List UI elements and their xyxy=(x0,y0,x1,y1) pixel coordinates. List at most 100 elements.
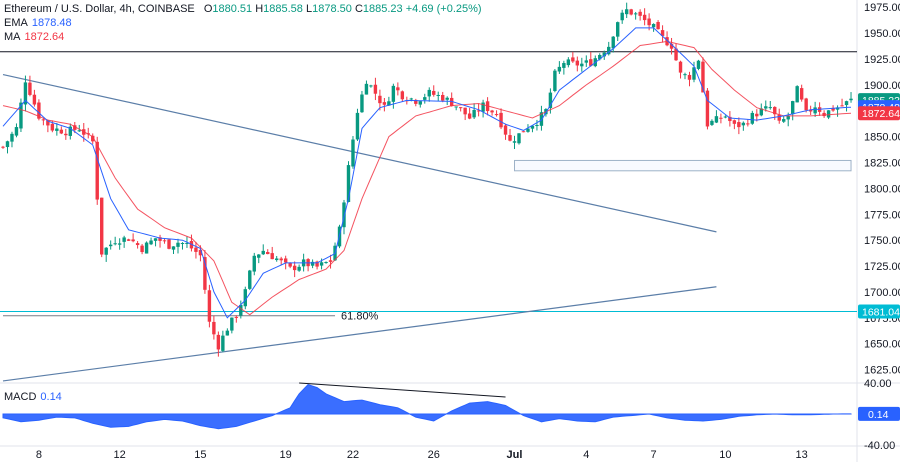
candle-body xyxy=(100,197,104,255)
candle xyxy=(230,317,234,334)
candle xyxy=(243,286,247,310)
candle xyxy=(382,97,387,112)
candle-body xyxy=(808,109,813,112)
candle xyxy=(104,247,108,262)
candle-body xyxy=(656,21,660,30)
candle-body xyxy=(526,128,530,132)
candle xyxy=(364,80,369,95)
time-axis-tick: 10 xyxy=(719,449,731,461)
candle xyxy=(728,111,732,127)
candle-body xyxy=(176,242,180,247)
candle-body xyxy=(741,122,746,126)
candle xyxy=(436,91,440,102)
candle xyxy=(481,99,485,118)
candle-body xyxy=(216,334,221,350)
ema-legend-label: EMA xyxy=(4,17,28,29)
candle-body xyxy=(283,258,288,263)
candle-body xyxy=(840,105,844,107)
candle xyxy=(539,105,544,131)
candle xyxy=(418,100,422,108)
candle xyxy=(719,113,723,124)
candle-body xyxy=(678,61,683,73)
candle xyxy=(23,75,28,112)
candle xyxy=(503,123,508,140)
candle-body xyxy=(458,107,463,109)
candle xyxy=(95,136,99,205)
candle xyxy=(607,41,611,56)
candle-body xyxy=(512,141,517,143)
candle-body xyxy=(467,113,472,119)
candle-body xyxy=(844,101,849,106)
candle-body xyxy=(167,239,171,249)
candle xyxy=(822,110,826,118)
candle xyxy=(557,61,562,74)
candle-body xyxy=(68,126,73,136)
candle-body xyxy=(683,74,687,76)
chart-legend-symbol: Ethereum / U.S. Dollar, 4h, COINBASE O18… xyxy=(4,3,482,15)
candle xyxy=(378,89,382,111)
candle xyxy=(176,238,180,254)
candle xyxy=(656,20,660,30)
candle-body xyxy=(557,66,562,72)
candle xyxy=(782,115,786,123)
candle-body xyxy=(575,60,580,66)
time-axis-tick: 15 xyxy=(194,449,206,461)
candle xyxy=(225,328,230,336)
price-axis-tick: 1725.00 xyxy=(864,261,900,273)
candle-body xyxy=(198,249,203,256)
candle xyxy=(396,82,400,96)
candle xyxy=(126,238,131,241)
candle-body xyxy=(530,125,535,129)
candle-body xyxy=(95,141,99,200)
candle xyxy=(449,92,454,107)
ohlc-low-label: L xyxy=(305,3,313,15)
candle xyxy=(526,124,530,133)
candle-body xyxy=(324,262,328,264)
price-axis-tick: 1625.00 xyxy=(864,365,900,377)
candle xyxy=(373,77,378,101)
candle-body xyxy=(647,18,651,26)
candle-body xyxy=(490,110,494,113)
candle-body xyxy=(104,247,108,255)
candle xyxy=(64,128,68,140)
candle-body xyxy=(346,165,351,202)
ma-line xyxy=(2,40,852,316)
macd-area xyxy=(2,384,852,430)
price-axis-tick: 1850.00 xyxy=(864,132,900,144)
candle xyxy=(158,234,162,248)
candle-body xyxy=(710,120,714,125)
candle xyxy=(5,140,10,154)
candle xyxy=(32,89,37,107)
candle xyxy=(117,238,122,250)
support-zone-box xyxy=(514,159,852,172)
candle xyxy=(660,25,665,43)
candle-body xyxy=(59,129,64,134)
candle-body xyxy=(46,120,50,126)
candle-body xyxy=(378,95,382,104)
candle-body xyxy=(508,135,512,141)
candle xyxy=(239,300,243,319)
candle-body xyxy=(149,240,153,245)
candle-body xyxy=(261,250,265,255)
candle xyxy=(687,71,692,87)
candle xyxy=(844,100,849,112)
candle-body xyxy=(660,30,665,36)
candle xyxy=(624,2,629,19)
candle-body xyxy=(804,98,808,111)
candle-body xyxy=(674,48,678,61)
candle xyxy=(710,119,714,126)
candle-body xyxy=(705,90,710,127)
candle xyxy=(292,261,297,278)
candle-body xyxy=(396,87,400,91)
candle-body xyxy=(319,262,324,266)
candle xyxy=(764,100,768,112)
price-axis-tick: 1650.00 xyxy=(864,339,900,351)
price-axis-tick: 1775.00 xyxy=(864,209,900,221)
candle xyxy=(266,249,270,255)
candle-body xyxy=(153,238,158,241)
candle-body xyxy=(737,122,741,128)
candle xyxy=(212,315,216,340)
candle-body xyxy=(243,289,247,307)
candle-body xyxy=(113,243,117,245)
